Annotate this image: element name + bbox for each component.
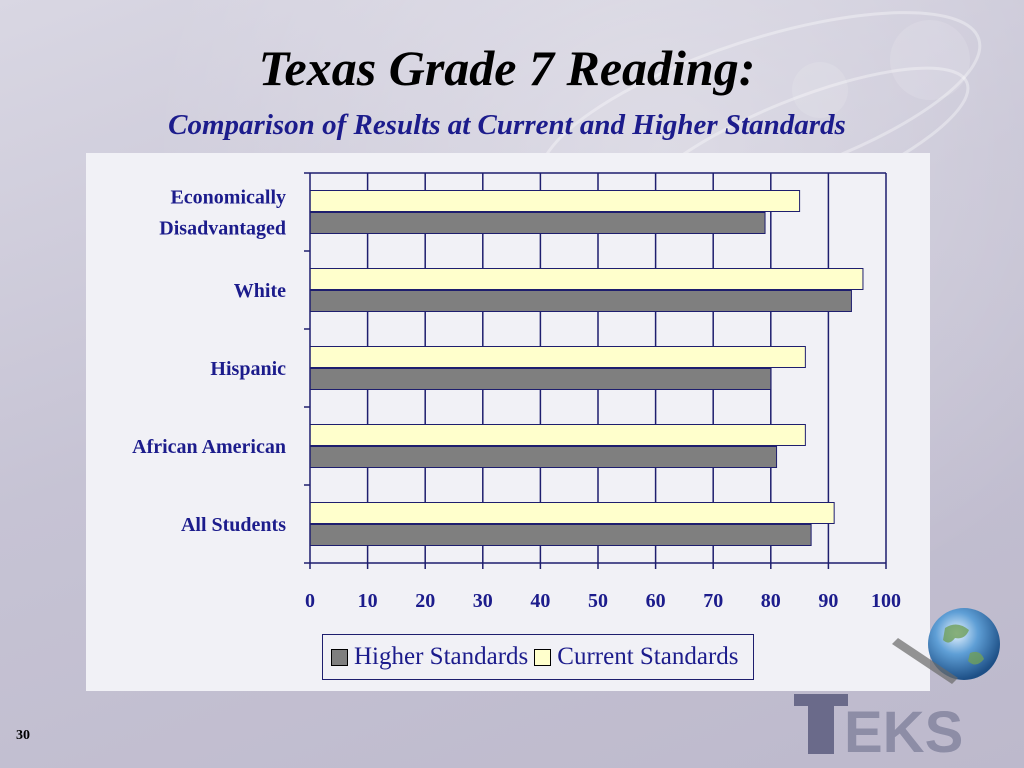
bar-higher-4 — [309, 524, 812, 546]
category-label-4-0: All Students — [181, 514, 286, 536]
bar-higher-1 — [309, 290, 852, 312]
bar-higher-0 — [309, 212, 766, 234]
x-tick-label-100: 100 — [871, 590, 901, 612]
bar-current-1 — [309, 268, 864, 290]
globe-icon — [928, 608, 1000, 680]
legend-item-current: Current Standards — [534, 643, 739, 671]
bar-current-4 — [309, 502, 835, 524]
x-tick-label-40: 40 — [530, 590, 550, 612]
category-label-2-0: Hispanic — [210, 358, 286, 380]
x-tick-label-70: 70 — [703, 590, 723, 612]
category-label-3-0: African American — [132, 436, 286, 458]
x-tick-label-10: 10 — [358, 590, 378, 612]
slide-title: Texas Grade 7 Reading: — [258, 40, 756, 96]
category-label-1-0: White — [234, 280, 286, 302]
x-tick-label-80: 80 — [761, 590, 781, 612]
legend-label-higher: Higher Standards — [354, 643, 529, 670]
legend-item-higher: Higher Standards — [331, 643, 528, 671]
chart-panel: Economically Disadvantaged White Hispanic Af… — [86, 153, 930, 691]
x-tick-label-30: 30 — [473, 590, 493, 612]
bar-current-3 — [309, 424, 806, 446]
teks-logo: EKS — [794, 608, 1000, 763]
legend-swatch-higher — [331, 648, 348, 666]
bar-higher-3 — [309, 446, 778, 468]
bar-chart: Economically Disadvantaged White Hispanic Af… — [132, 172, 901, 612]
legend-label-current: Current Standards — [557, 643, 739, 670]
x-tick-label-90: 90 — [818, 590, 838, 612]
legend-swatch-current — [534, 648, 552, 666]
x-tick-label-60: 60 — [646, 590, 666, 612]
logo-text: EKS — [844, 700, 963, 763]
category-label-0-0: Economically — [170, 187, 286, 209]
x-tick-label-0: 0 — [305, 590, 315, 612]
slide-number: 30 — [16, 728, 30, 743]
category-label-0-1: Disadvantaged — [159, 218, 286, 240]
chart-legend: Higher Standards Current Standards — [322, 634, 754, 680]
x-tick-label-20: 20 — [415, 590, 435, 612]
bar-higher-2 — [309, 368, 772, 390]
slide-subtitle: Comparison of Results at Current and Hig… — [168, 109, 846, 141]
x-tick-label-50: 50 — [588, 590, 608, 612]
bar-current-0 — [309, 190, 801, 212]
bar-current-2 — [309, 346, 806, 368]
